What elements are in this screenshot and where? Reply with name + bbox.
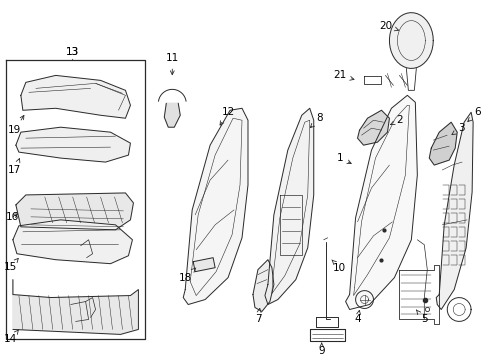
Text: 13: 13 (66, 48, 79, 58)
Text: 18: 18 (178, 268, 196, 283)
Text: 19: 19 (8, 116, 24, 135)
Polygon shape (21, 75, 130, 118)
Polygon shape (193, 258, 215, 272)
Polygon shape (16, 193, 133, 230)
Text: 5: 5 (416, 310, 427, 324)
Polygon shape (183, 108, 247, 305)
Text: 1: 1 (336, 153, 350, 163)
Polygon shape (435, 112, 472, 310)
Text: 12: 12 (220, 107, 234, 125)
Polygon shape (357, 110, 388, 145)
Text: 15: 15 (4, 258, 18, 272)
Text: 6: 6 (467, 107, 479, 122)
Text: 9: 9 (318, 343, 325, 356)
Text: 20: 20 (378, 21, 398, 31)
Text: 8: 8 (310, 113, 323, 127)
Polygon shape (264, 108, 313, 305)
Polygon shape (345, 95, 416, 310)
Text: 7: 7 (254, 309, 261, 324)
Polygon shape (164, 103, 180, 127)
Text: 21: 21 (332, 71, 353, 80)
Text: 17: 17 (8, 158, 21, 175)
Text: 13: 13 (66, 48, 79, 58)
Polygon shape (16, 127, 130, 162)
Text: 2: 2 (390, 115, 402, 125)
Text: 10: 10 (331, 260, 346, 273)
Polygon shape (13, 280, 138, 334)
Polygon shape (13, 220, 132, 264)
Polygon shape (252, 260, 273, 311)
Text: 3: 3 (451, 123, 464, 135)
Text: 16: 16 (6, 212, 20, 222)
Polygon shape (389, 13, 432, 68)
Text: 4: 4 (353, 310, 360, 324)
Text: 14: 14 (4, 329, 19, 345)
Polygon shape (428, 122, 456, 165)
Text: 11: 11 (165, 54, 179, 75)
